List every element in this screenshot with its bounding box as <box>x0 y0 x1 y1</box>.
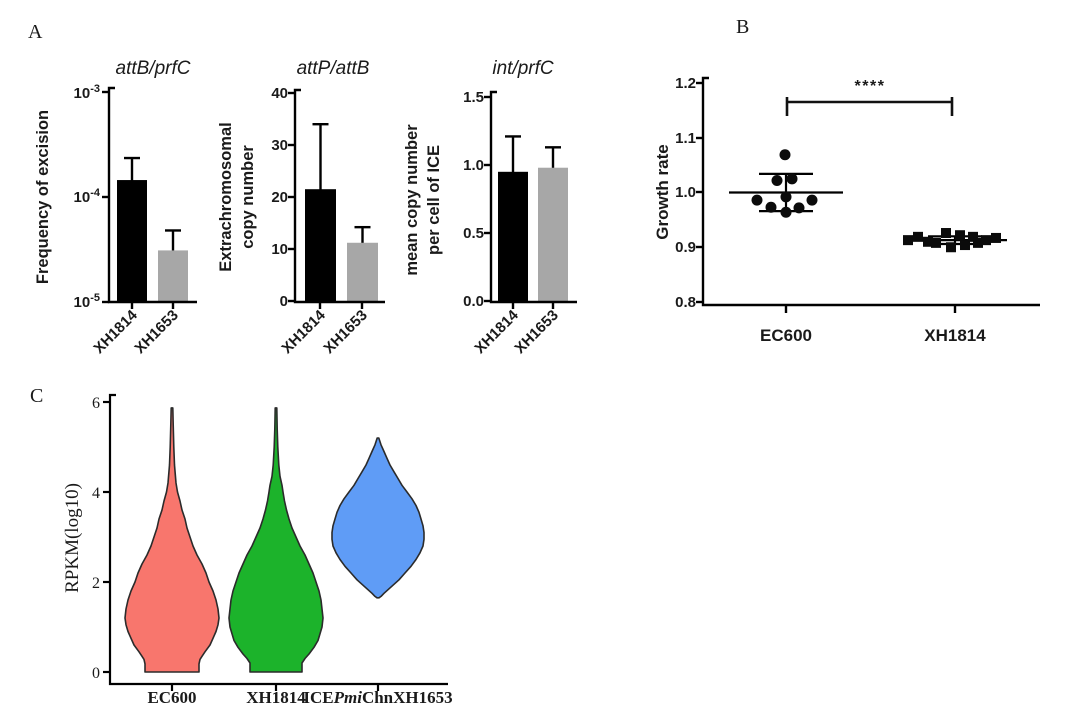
growth-xlabel-ec600: EC600 <box>760 326 812 345</box>
data-point-square <box>946 242 956 253</box>
chart3-ytick-0.5: 0.5 <box>463 225 484 242</box>
growth-ytick-1.0: 1.0 <box>675 184 696 201</box>
significance-bracket <box>785 97 954 116</box>
violin-XH1814 <box>228 407 324 673</box>
rpkm-axis <box>108 393 448 686</box>
data-point-circle <box>765 201 777 213</box>
rpkm-ytick-4: 4 <box>92 485 100 502</box>
data-point-square <box>913 231 923 242</box>
axis <box>489 90 577 304</box>
data-point-square <box>991 232 1001 243</box>
bar-XH1653 <box>158 250 188 302</box>
rpkm-xlabel-ec600: EC600 <box>147 688 196 707</box>
chart2-ytick-20: 20 <box>271 189 288 206</box>
growth-ytick-0.9: 0.9 <box>675 239 696 256</box>
data-point-square <box>968 231 978 242</box>
growth-ytick-1.2: 1.2 <box>675 75 696 92</box>
rpkm-xlabel-xh1814: XH1814 <box>246 688 306 707</box>
chart1-xlabel-xh1814: XH1814 <box>90 306 141 357</box>
chart3-ytick-1.0: 1.0 <box>463 157 484 174</box>
data-point-square <box>923 236 933 247</box>
data-point-square <box>981 235 991 246</box>
bar-XH1653 <box>538 167 568 302</box>
data-point-square <box>903 235 913 246</box>
data-point-square <box>931 237 941 248</box>
bar-XH1653 <box>347 242 378 302</box>
chart1-ytick-1e-3: 10-3 <box>74 83 100 102</box>
growth-ylabel: Growth rate <box>653 144 672 239</box>
data-point-circle <box>780 206 792 218</box>
significance-stars: **** <box>855 78 886 95</box>
chart3-ylabel-line2: per cell of ICE <box>425 145 443 255</box>
chart3-title: int/prfC <box>492 58 554 79</box>
chart2-title: attP/attB <box>297 58 370 79</box>
chart2-ytick-10: 10 <box>271 241 288 258</box>
violin-EC600 <box>124 407 220 673</box>
chart2-xlabel-xh1653: XH1653 <box>320 307 370 357</box>
growth-xlabel-xh1814: XH1814 <box>924 326 986 345</box>
bar-XH1814 <box>305 189 336 302</box>
growth-ytick-0.8: 0.8 <box>675 294 696 311</box>
data-point-circle <box>751 194 763 206</box>
chart2-ytick-0: 0 <box>280 293 288 310</box>
data-point-circle <box>779 149 791 161</box>
data-point-circle <box>786 173 798 185</box>
chart3-ytick-1.5: 1.5 <box>463 89 484 106</box>
panel-b-label: B <box>736 16 749 38</box>
data-point-circle <box>771 174 783 186</box>
data-point-square <box>960 240 970 251</box>
data-point-square <box>955 230 965 241</box>
rpkm-ytick-0: 0 <box>92 665 100 682</box>
panel-a-label: A <box>28 21 43 43</box>
chart1-ylabel: Frequency of excision <box>34 110 52 284</box>
chart2-ylabel-line2: copy number <box>239 145 257 249</box>
rpkm-ylabel: RPKM(log10) <box>62 483 83 593</box>
chart1-ytick-1e-5: 10-5 <box>74 292 100 311</box>
data-point-circle <box>780 191 792 203</box>
axis <box>107 86 197 304</box>
data-point-circle <box>793 202 805 214</box>
data-point-square <box>941 228 951 239</box>
rpkm-xlabel-ice: ICEPmiChnXH1653 <box>303 688 452 707</box>
chart2-ylabel-line1: Extrachromosomal <box>217 122 235 271</box>
chart2-ytick-40: 40 <box>271 85 288 102</box>
chart1-title: attB/prfC <box>116 58 191 79</box>
panel-c-label: C <box>30 385 43 407</box>
bar-XH1814 <box>117 180 147 302</box>
rpkm-ytick-6: 6 <box>92 395 100 412</box>
chart3-ytick-0.0: 0.0 <box>463 293 484 310</box>
chart1-ytick-1e-4: 10-4 <box>74 187 101 206</box>
bar-XH1814 <box>498 171 528 302</box>
data-point-circle <box>806 194 818 206</box>
rpkm-ytick-2: 2 <box>92 575 100 592</box>
data-point-square <box>973 237 983 248</box>
growth-ytick-1.1: 1.1 <box>675 130 696 147</box>
chart2-xlabel-xh1814: XH1814 <box>278 306 329 357</box>
chart2-ytick-30: 30 <box>271 137 288 154</box>
chart-geometry <box>102 76 1040 691</box>
chart3-ylabel-line1: mean copy number <box>403 124 421 276</box>
chart3-xlabel-xh1653: XH1653 <box>511 307 561 357</box>
chart1-xlabel-xh1653: XH1653 <box>131 307 181 357</box>
violin-ICEPmiChnXH1653 <box>331 437 425 599</box>
